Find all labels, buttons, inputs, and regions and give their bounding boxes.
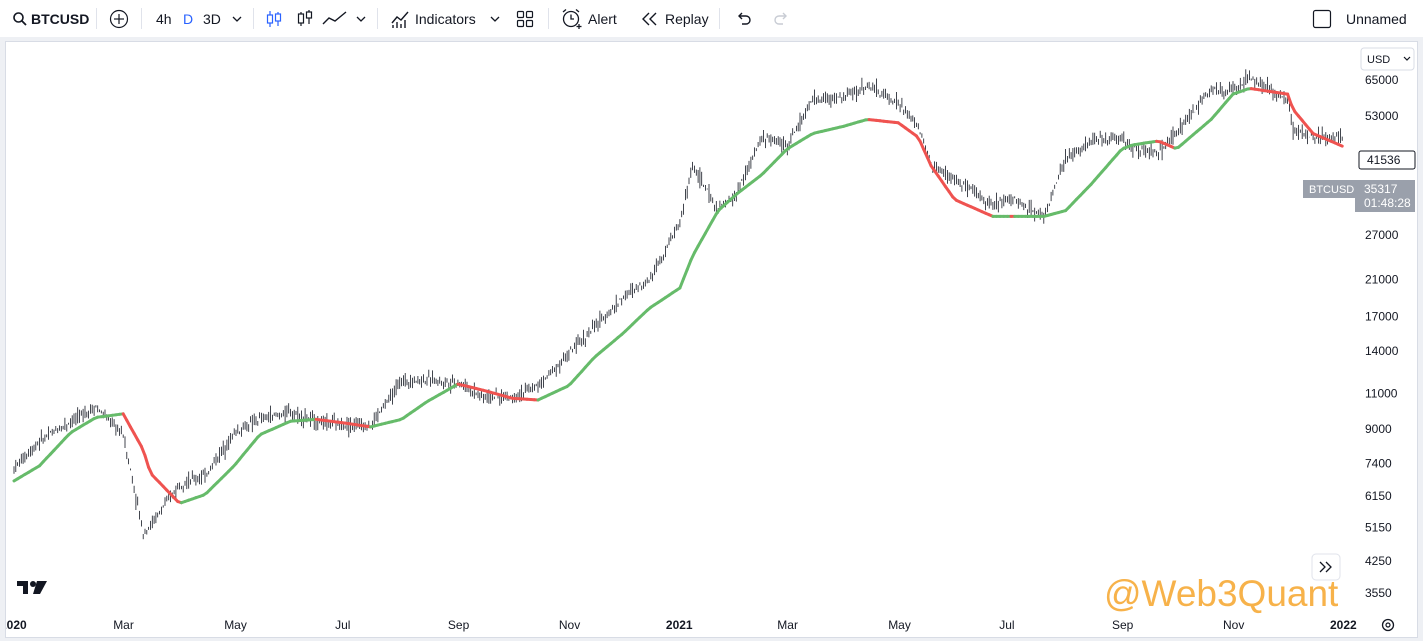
last-price-value: 41536: [1367, 153, 1401, 167]
alert-button[interactable]: Alert: [561, 0, 617, 37]
symbol-search-button[interactable]: BTCUSD: [12, 0, 89, 37]
gear-icon[interactable]: [1383, 620, 1394, 631]
indicators-label: Indicators: [415, 11, 476, 27]
layout-name: Unnamed: [1346, 11, 1407, 27]
redo-button[interactable]: [772, 0, 790, 37]
time-label: Nov: [1223, 618, 1244, 632]
symbol-tag-label: BTCUSD: [1309, 184, 1354, 196]
price-tick-label: 65000: [1365, 73, 1399, 87]
top-toolbar: BTCUSD 4h D 3D Indicators Alert Replay: [0, 0, 1423, 38]
price-tag-value: 35317: [1364, 182, 1398, 196]
chart-type-dropdown[interactable]: [355, 0, 367, 37]
line-chart-type-button[interactable]: [322, 0, 348, 37]
interval-d[interactable]: D: [183, 0, 193, 37]
symbol-label: BTCUSD: [31, 11, 89, 27]
time-label: 2022: [1330, 618, 1357, 632]
rewind-icon: [640, 11, 660, 27]
layout-button[interactable]: [516, 0, 534, 37]
tradingview-logo[interactable]: [17, 581, 47, 594]
time-label: Nov: [559, 618, 580, 632]
price-tick-label: 9000: [1365, 422, 1392, 436]
undo-button[interactable]: [735, 0, 753, 37]
time-label: Sep: [448, 618, 470, 632]
compare-button[interactable]: [109, 0, 129, 37]
time-scale[interactable]: 2020 Mar May Jul Sep Nov 2021 Mar May Jul Sep Nov 20…: [6, 618, 1357, 632]
price-tick-label: 4250: [1365, 554, 1392, 568]
price-tick-label: 3550: [1365, 586, 1392, 600]
search-icon: [12, 11, 28, 27]
interval-dropdown[interactable]: [231, 0, 243, 37]
interval-3d[interactable]: 3D: [203, 0, 221, 37]
indicators-icon: [390, 9, 410, 29]
alert-label: Alert: [588, 11, 617, 27]
time-label: 2021: [666, 618, 693, 632]
price-tick-label: 6150: [1365, 489, 1392, 503]
grid-layout-icon: [516, 10, 534, 28]
layout-name-button[interactable]: Unnamed: [1312, 0, 1407, 37]
alarm-clock-icon: [561, 8, 583, 30]
time-label: Mar: [113, 618, 134, 632]
watermark-text: @Web3Quant: [1104, 573, 1339, 614]
chevron-down-icon: [355, 13, 367, 25]
time-label: Mar: [777, 618, 798, 632]
chevron-down-icon: [489, 13, 501, 25]
price-tick-label: 53000: [1365, 109, 1399, 123]
scroll-to-realtime-button[interactable]: [1312, 554, 1340, 580]
time-label: May: [224, 618, 247, 632]
price-tick-label: 27000: [1365, 228, 1399, 242]
indicators-dropdown[interactable]: [489, 0, 501, 37]
countdown-timer: 01:48:28: [1364, 196, 1411, 210]
price-tick-label: 21000: [1365, 272, 1399, 286]
line-chart-icon: [322, 9, 348, 29]
price-tick-label: 7400: [1365, 456, 1392, 470]
replay-button[interactable]: Replay: [640, 0, 709, 37]
bars-icon: [296, 9, 314, 29]
price-chart[interactable]: @Web3Quant USD 65000 53000 27000 21000 17000…: [6, 42, 1417, 637]
replay-label: Replay: [665, 11, 709, 27]
chart-pane[interactable]: @Web3Quant USD 65000 53000 27000 21000 17000…: [5, 41, 1418, 638]
price-scale[interactable]: USD 65000 53000 27000 21000 17000 14000 11000 9…: [1303, 48, 1415, 600]
price-tick-label: 5150: [1365, 520, 1392, 534]
checkbox-icon: [1312, 9, 1332, 29]
ma-segment: [1339, 145, 1343, 147]
chevron-down-icon: [231, 13, 243, 25]
redo-icon: [772, 11, 790, 27]
moving-average-line: [14, 89, 1342, 503]
price-tick-label: 14000: [1365, 344, 1399, 358]
time-label: Jul: [335, 618, 350, 632]
add-circle-icon: [109, 9, 129, 29]
time-label: Jul: [999, 618, 1014, 632]
price-tick-label: 11000: [1365, 387, 1398, 401]
ma-segment: [145, 456, 149, 468]
undo-icon: [735, 11, 753, 27]
time-label: Sep: [1112, 618, 1134, 632]
ohlc-bars: [14, 69, 1342, 539]
candles-chart-type-button[interactable]: [265, 0, 283, 37]
ma-segment: [1288, 94, 1292, 104]
indicators-button[interactable]: Indicators: [390, 0, 476, 37]
hollow-candles-button[interactable]: [296, 0, 314, 37]
currency-label: USD: [1367, 54, 1390, 66]
time-label: May: [888, 618, 911, 632]
price-tick-label: 17000: [1365, 310, 1399, 324]
time-label: 2020: [6, 618, 27, 632]
interval-4h[interactable]: 4h: [156, 0, 172, 37]
candles-icon: [265, 9, 283, 29]
